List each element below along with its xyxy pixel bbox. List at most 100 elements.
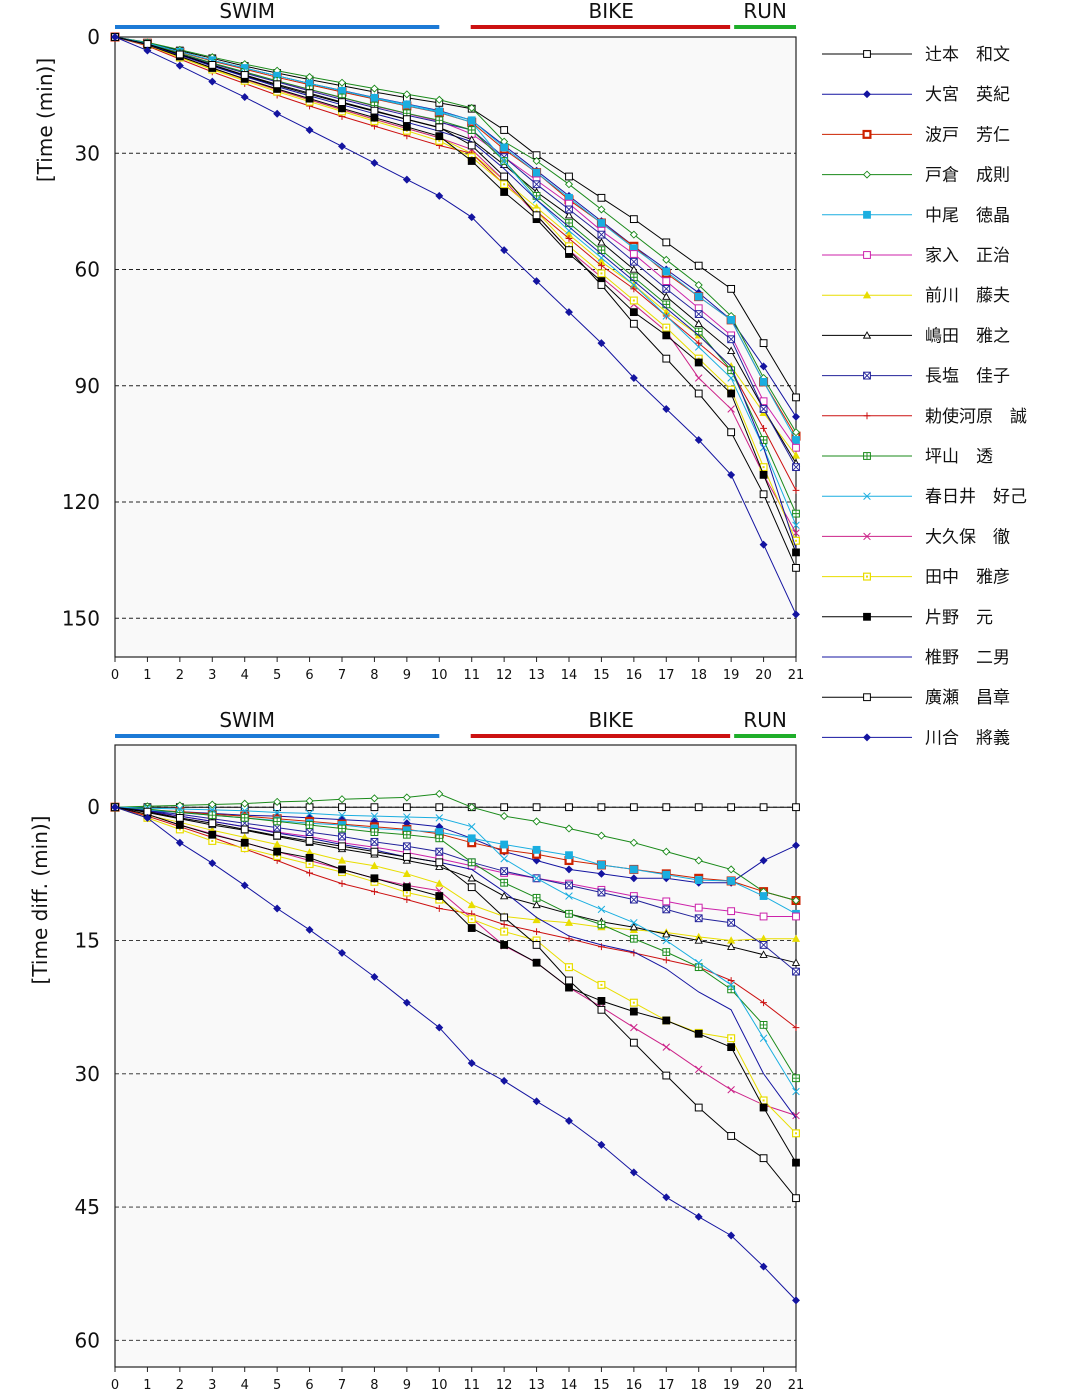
data-point — [467, 1059, 476, 1068]
legend-item: 大久保 徹 — [822, 527, 1010, 547]
x-tick-label: 13 — [528, 1378, 545, 1393]
data-point — [273, 80, 282, 89]
data-point — [402, 842, 411, 851]
data-point — [629, 865, 638, 874]
data-point — [532, 941, 541, 949]
series-line — [114, 36, 797, 456]
legend-item: 川合 將義 — [822, 728, 1010, 748]
data-point — [662, 405, 671, 413]
segment-label-bike: BIKE — [588, 0, 633, 23]
series-group-time-diff — [110, 789, 801, 1305]
data-point — [727, 470, 736, 479]
x-tick-label: 11 — [463, 668, 480, 683]
series-1 — [111, 803, 800, 812]
data-point — [760, 999, 767, 1007]
data-point — [564, 918, 574, 926]
data-point — [500, 157, 508, 165]
data-point — [467, 834, 476, 843]
data-point — [338, 865, 346, 874]
data-point — [467, 803, 476, 812]
data-point — [629, 257, 638, 266]
data-point — [435, 814, 444, 822]
data-point — [792, 509, 800, 518]
data-point — [662, 897, 671, 906]
x-tick-label: 4 — [241, 1378, 249, 1393]
segment-label-swim: SWIM — [219, 708, 275, 732]
data-point — [532, 803, 541, 812]
data-point — [662, 238, 671, 247]
series-line — [114, 36, 797, 514]
data-point — [500, 180, 509, 189]
data-point — [597, 888, 606, 897]
legend-item: 大宮 英紀 — [822, 85, 1010, 105]
data-point — [435, 191, 444, 200]
data-point — [532, 845, 541, 854]
y-tick-label: 60 — [75, 258, 100, 282]
data-point — [597, 831, 606, 840]
data-point — [435, 803, 444, 812]
series-line — [114, 36, 797, 553]
data-point — [792, 486, 800, 494]
data-point — [240, 825, 249, 834]
data-point — [597, 905, 606, 914]
data-point — [597, 803, 606, 812]
data-point — [792, 436, 800, 444]
data-point — [629, 922, 639, 931]
data-point — [597, 238, 606, 246]
data-point — [694, 856, 703, 865]
data-point — [467, 103, 476, 112]
series-line — [114, 806, 797, 972]
x-tick-label: 6 — [305, 1378, 313, 1393]
data-point — [338, 811, 346, 819]
data-point — [564, 824, 574, 833]
series-18 — [111, 803, 800, 1305]
legend-label: 辻本 和文 — [925, 45, 1010, 65]
data-point — [791, 958, 801, 966]
data-point — [662, 331, 671, 340]
data-point — [370, 812, 379, 820]
legend-item: 片野 元 — [822, 608, 993, 628]
data-point — [338, 87, 346, 95]
data-point — [402, 90, 411, 99]
segment-bars-time-diff: SWIM BIKE RUN — [115, 708, 796, 738]
data-point — [370, 874, 379, 883]
data-point — [792, 412, 800, 421]
data-point — [273, 109, 282, 118]
data-point — [273, 904, 282, 913]
data-point — [500, 126, 509, 134]
data-point — [629, 803, 638, 812]
legend-label: 勅使河原 誠 — [925, 406, 1027, 427]
data-point — [564, 210, 574, 219]
data-point — [759, 470, 768, 479]
x-tick-label: 5 — [273, 1378, 281, 1393]
data-point — [727, 335, 736, 344]
data-point — [759, 1103, 768, 1112]
legend-label: 坪山 透 — [925, 447, 993, 467]
data-point — [467, 116, 476, 125]
x-tick-label: 15 — [593, 668, 610, 683]
data-point — [727, 1034, 736, 1043]
segment-bars-time: SWIM BIKE RUN — [115, 0, 796, 29]
data-point — [630, 1023, 638, 1032]
legend-item: 戸倉 成則 — [822, 166, 1010, 186]
data-point — [305, 828, 314, 836]
series-line — [114, 806, 797, 901]
data-point — [629, 1168, 638, 1177]
y-tick-label: 30 — [75, 1062, 100, 1086]
data-point — [273, 797, 282, 806]
y-tick-label: 45 — [75, 1195, 100, 1219]
data-point — [629, 319, 638, 328]
data-point — [662, 1071, 671, 1080]
data-point — [370, 803, 379, 812]
series-line — [114, 36, 797, 464]
y-tick-label: 30 — [75, 141, 100, 165]
data-point — [143, 813, 152, 822]
data-point — [305, 853, 314, 862]
data-point — [792, 610, 800, 619]
data-point — [792, 912, 800, 921]
data-point — [305, 821, 314, 829]
data-point — [597, 281, 606, 289]
data-point — [467, 873, 476, 882]
data-point — [792, 463, 800, 472]
